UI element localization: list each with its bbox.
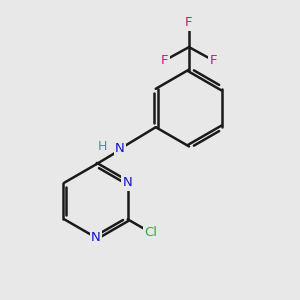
Text: Cl: Cl (145, 226, 158, 239)
Text: N: N (115, 142, 125, 155)
Text: F: F (210, 54, 217, 67)
Text: N: N (91, 231, 101, 244)
Text: F: F (161, 54, 168, 67)
Text: F: F (185, 16, 193, 29)
Text: H: H (98, 140, 107, 153)
Text: N: N (123, 176, 133, 189)
